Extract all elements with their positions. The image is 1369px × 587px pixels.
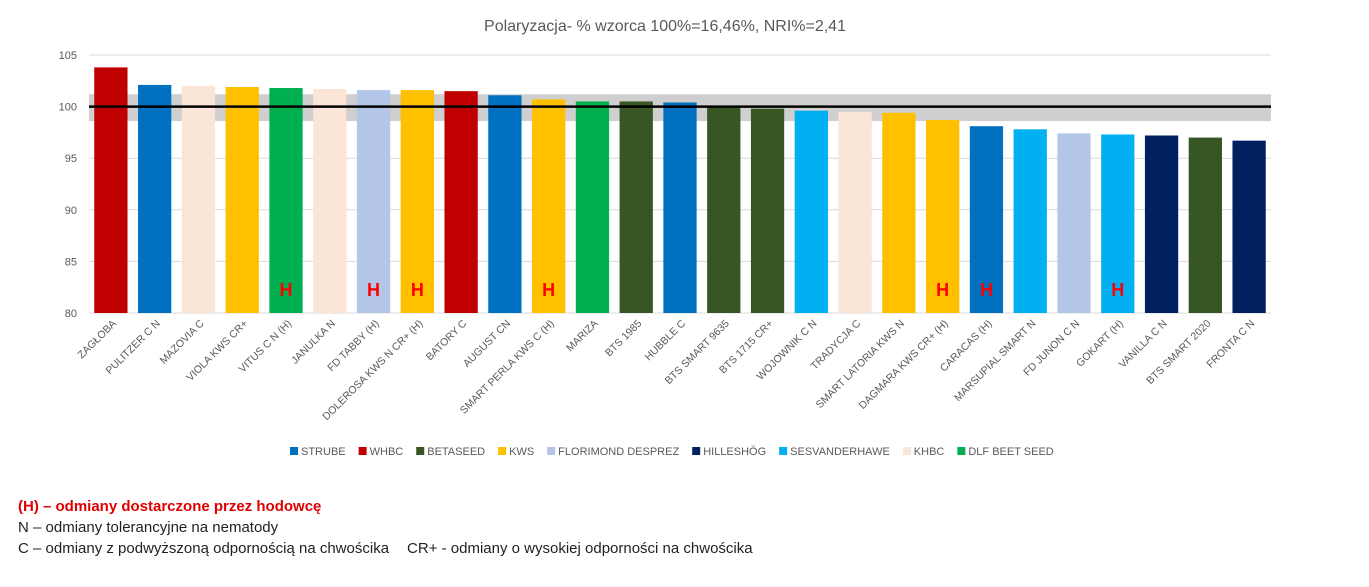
legend-swatch <box>416 447 425 455</box>
legend-label: HILLESHÖG <box>703 446 766 458</box>
bar <box>269 88 303 313</box>
bar <box>750 108 785 313</box>
note-cr: CR+ - odmiany o wysokiej odporności na c… <box>407 540 753 557</box>
note-n: N – odmiany tolerancyjne na nematody <box>18 519 279 536</box>
legend-label: FLORIMOND DESPREZ <box>558 446 679 458</box>
bar <box>838 111 872 313</box>
note-h: (H) – odmiany dostarczone przez hodowcę <box>18 498 322 515</box>
bar <box>1057 133 1091 313</box>
x-tick-label: SMART PERLA KWS C (H) <box>458 318 557 417</box>
x-tick-label: SMART LATORIA KWS N <box>814 318 907 411</box>
y-tick-label: 85 <box>65 256 77 268</box>
bar <box>1188 137 1222 313</box>
bar <box>663 102 697 313</box>
bar <box>400 90 434 313</box>
y-tick-label: 100 <box>59 102 77 114</box>
bar <box>575 101 610 313</box>
bar <box>969 126 1004 313</box>
bar <box>707 106 741 313</box>
bar <box>1101 134 1135 313</box>
x-tick-label: BATORY C <box>424 317 470 363</box>
x-tick-label: DAGMARA KWS CR+ (H) <box>857 318 951 412</box>
x-tick-label: MARSUPIAL SMART N <box>952 318 1038 404</box>
legend-label: SESVANDERHAWE <box>790 446 890 458</box>
bar <box>1013 129 1047 313</box>
h-marker: H <box>1111 280 1124 300</box>
bar <box>225 86 259 313</box>
legend-label: KWS <box>509 446 534 458</box>
legend-swatch <box>290 447 298 455</box>
chart-title: Polaryzacja- % wzorca 100%=16,46%, NRI%=… <box>484 18 846 35</box>
legend-swatch <box>779 447 788 455</box>
legend-swatch <box>547 447 556 455</box>
bar <box>794 110 828 313</box>
y-tick-label: 95 <box>65 153 77 165</box>
note-c-cr: C – odmiany z podwyższoną odpornością na… <box>18 538 753 559</box>
legend-swatch <box>692 447 701 455</box>
x-tick-label: HUBBLE C <box>643 317 689 363</box>
y-tick-label: 105 <box>59 50 77 62</box>
h-marker: H <box>980 280 993 300</box>
legend-label: STRUBE <box>301 446 346 458</box>
legend-swatch <box>957 447 966 455</box>
bar <box>444 91 478 314</box>
legend: STRUBE WHBC BETASEED KWS FLORIMOND DESPREZ HI… <box>290 446 1054 458</box>
legend-swatch <box>902 447 911 455</box>
bar <box>138 84 172 313</box>
x-tick-label: BTS 1985 <box>603 318 645 360</box>
bar <box>181 85 216 314</box>
bar <box>532 99 566 313</box>
legend-swatch <box>358 447 367 455</box>
note-c: C – odmiany z podwyższoną odpornością na… <box>18 540 390 557</box>
x-tick-label: ZAGŁOBA <box>75 318 119 362</box>
chart: Polaryzacja- % wzorca 100%=16,46%, NRI%=… <box>59 18 1271 458</box>
y-axis: 80 85 90 95 100 105 <box>59 50 77 320</box>
bar <box>1232 140 1266 313</box>
bar <box>926 120 960 314</box>
x-tick-label: MARIZA <box>564 318 601 355</box>
bar <box>882 112 916 314</box>
legend-swatch <box>498 447 507 455</box>
notes: (H) – odmiany dostarczone przez hodowcę … <box>18 496 753 559</box>
legend-label: BETASEED <box>427 446 485 458</box>
bar <box>488 95 522 313</box>
h-marker: H <box>367 280 380 300</box>
bar <box>1144 135 1179 313</box>
bar <box>619 101 653 313</box>
legend-label: WHBC <box>370 446 404 458</box>
h-marker: H <box>280 280 293 300</box>
h-marker: H <box>936 280 949 300</box>
h-marker: H <box>542 280 555 300</box>
bar <box>356 90 391 313</box>
y-tick-label: 80 <box>65 308 77 320</box>
h-marker: H <box>411 280 424 300</box>
legend-label: KHBC <box>914 446 945 458</box>
bar <box>94 67 128 313</box>
legend-label: DLF BEET SEED <box>968 446 1053 458</box>
y-tick-label: 90 <box>65 205 77 217</box>
bar <box>313 89 347 313</box>
